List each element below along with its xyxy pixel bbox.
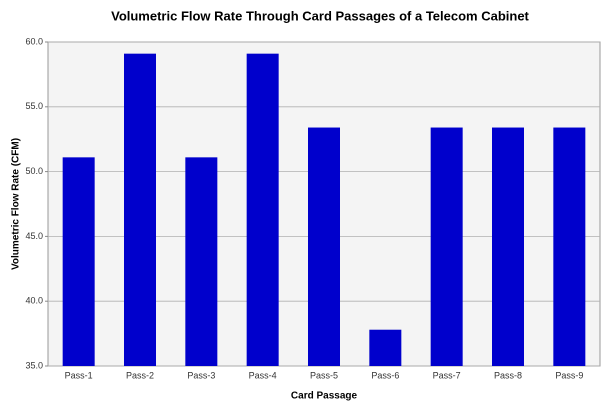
bar (124, 53, 156, 366)
bar (430, 127, 463, 366)
y-tick-label: 35.0 (25, 360, 43, 370)
x-axis-label: Card Passage (291, 391, 358, 402)
x-tick-label: Pass-1 (65, 370, 93, 380)
x-tick-label: Pass-2 (126, 370, 154, 380)
x-tick-label: Pass-7 (433, 370, 461, 380)
bar (62, 157, 95, 366)
x-tick-label: Pass-8 (494, 370, 522, 380)
bar (553, 127, 586, 366)
y-tick-label: 40.0 (25, 296, 43, 306)
y-tick-label: 50.0 (25, 166, 43, 176)
x-tick-label: Pass-6 (371, 370, 399, 380)
bar (246, 53, 279, 366)
bar (369, 329, 402, 366)
y-tick-label: 60.0 (25, 36, 43, 46)
y-axis-label: Volumetric Flow Rate (CFM) (11, 138, 22, 270)
bar (308, 127, 340, 366)
bar (492, 127, 524, 366)
y-tick-label: 45.0 (25, 231, 43, 241)
x-tick-label: Pass-3 (187, 370, 215, 380)
x-tick-label: Pass-4 (249, 370, 277, 380)
chart-title: Volumetric Flow Rate Through Card Passag… (111, 8, 529, 23)
y-tick-label: 55.0 (25, 101, 43, 111)
x-tick-label: Pass-9 (555, 370, 583, 380)
x-tick-label: Pass-5 (310, 370, 338, 380)
bar (185, 157, 218, 366)
